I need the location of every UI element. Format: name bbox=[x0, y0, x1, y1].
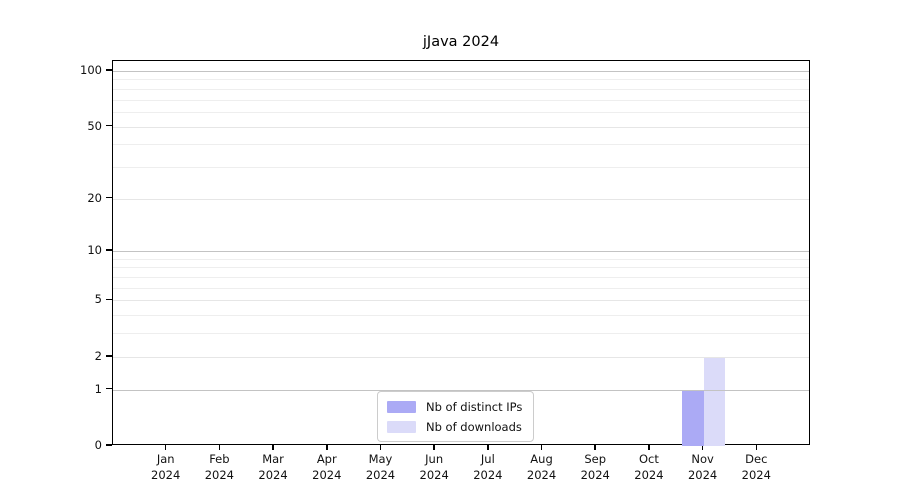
x-tick-year: 2024 bbox=[473, 468, 503, 482]
x-tick-year: 2024 bbox=[634, 468, 664, 482]
y-tick-mark bbox=[106, 444, 112, 446]
x-tick-mark bbox=[272, 445, 274, 450]
x-tick-label: Sep 2024 bbox=[563, 451, 627, 483]
gridline-major bbox=[113, 198, 809, 200]
legend-label: Nb of distinct IPs bbox=[426, 399, 523, 414]
gridline-minor bbox=[113, 277, 809, 279]
y-tick-mark bbox=[106, 249, 112, 251]
gridline-minor bbox=[113, 333, 809, 335]
x-tick-label: Apr 2024 bbox=[295, 451, 359, 483]
gridline-major bbox=[113, 71, 809, 72]
x-tick-mark bbox=[540, 445, 543, 450]
x-tick-label: Mar 2024 bbox=[241, 451, 305, 483]
legend-label: Nb of downloads bbox=[426, 419, 522, 434]
y-tick-label: 10 bbox=[87, 243, 102, 258]
x-tick-mark bbox=[433, 445, 435, 450]
y-tick-label: 5 bbox=[94, 292, 102, 307]
distinct-ips-swatch bbox=[387, 400, 416, 413]
gridline-minor bbox=[113, 287, 809, 289]
y-tick-mark bbox=[106, 354, 112, 357]
y-tick-mark bbox=[106, 69, 112, 71]
gridline-minor bbox=[113, 111, 809, 113]
x-tick-year: 2024 bbox=[204, 468, 235, 482]
bar-nb-of-distinct-ips bbox=[682, 389, 704, 446]
x-tick-mark bbox=[218, 445, 221, 450]
gridline-minor bbox=[113, 267, 809, 269]
x-tick-label: Jun 2024 bbox=[402, 451, 466, 483]
x-tick-mark bbox=[379, 445, 382, 450]
gridline-minor bbox=[113, 144, 809, 146]
gridline-minor bbox=[113, 79, 809, 81]
legend: Nb of distinct IPs Nb of downloads bbox=[377, 391, 535, 442]
x-tick-label: Aug 2024 bbox=[510, 451, 574, 483]
x-tick-mark bbox=[594, 445, 597, 450]
gridline-minor bbox=[113, 99, 809, 101]
y-tick-label: 100 bbox=[80, 63, 102, 77]
x-tick-mark bbox=[755, 445, 758, 450]
chart-title: jJava 2024 bbox=[422, 34, 500, 50]
legend-item-distinct-ips: Nb of distinct IPs bbox=[387, 398, 522, 415]
gridline-minor bbox=[113, 258, 809, 260]
y-tick-label: 20 bbox=[87, 190, 102, 205]
x-tick-mark bbox=[164, 445, 167, 450]
x-tick-year: 2024 bbox=[151, 468, 181, 482]
gridline-minor bbox=[113, 315, 809, 317]
x-tick-label: Oct 2024 bbox=[617, 451, 681, 483]
y-tick-mark bbox=[106, 196, 112, 199]
downloads-swatch bbox=[387, 420, 416, 433]
x-tick-label: Feb 2024 bbox=[187, 451, 251, 483]
x-tick-label: Dec 2024 bbox=[724, 451, 788, 483]
gridline-major bbox=[113, 389, 809, 391]
y-tick-label: 50 bbox=[87, 118, 102, 133]
x-tick-label: May 2024 bbox=[348, 451, 412, 483]
x-tick-year: 2024 bbox=[687, 468, 718, 482]
x-tick-year: 2024 bbox=[741, 468, 771, 482]
y-tick-label: 2 bbox=[94, 348, 102, 363]
y-tick-mark bbox=[106, 124, 112, 127]
legend-item-downloads: Nb of downloads bbox=[387, 418, 522, 435]
x-tick-year: 2024 bbox=[312, 468, 342, 482]
gridline-minor bbox=[113, 166, 809, 168]
x-tick-mark bbox=[487, 445, 489, 450]
x-tick-label: Jan 2024 bbox=[134, 451, 198, 483]
gridline-minor bbox=[113, 88, 809, 90]
bar-nb-of-downloads bbox=[703, 356, 726, 446]
gridline-major bbox=[113, 300, 809, 302]
gridline-major bbox=[113, 356, 809, 358]
x-tick-year: 2024 bbox=[526, 468, 557, 482]
x-tick-mark bbox=[701, 445, 704, 450]
x-tick-year: 2024 bbox=[365, 468, 396, 482]
gridline-major bbox=[113, 126, 809, 128]
y-tick-mark bbox=[106, 298, 112, 301]
x-tick-mark bbox=[325, 445, 328, 450]
x-tick-label: Jul 2024 bbox=[456, 451, 520, 483]
x-tick-year: 2024 bbox=[258, 468, 288, 482]
plot-area bbox=[112, 60, 810, 446]
y-tick-label: 1 bbox=[94, 381, 102, 396]
x-tick-year: 2024 bbox=[580, 468, 610, 482]
y-tick-mark bbox=[106, 387, 112, 390]
x-tick-label: Nov 2024 bbox=[671, 451, 735, 483]
x-tick-mark bbox=[648, 445, 650, 450]
y-tick-label: 0 bbox=[94, 438, 102, 452]
x-tick-year: 2024 bbox=[419, 468, 449, 482]
gridline-major bbox=[113, 251, 809, 253]
